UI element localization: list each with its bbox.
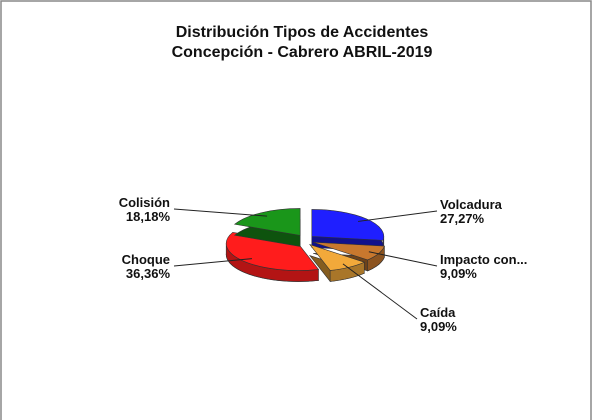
chart-subtitle: Concepción - Cabrero ABRIL-2019 bbox=[172, 44, 433, 61]
slice-top bbox=[309, 243, 366, 271]
leader-line bbox=[368, 251, 438, 267]
value-label: 9,09% bbox=[420, 319, 457, 334]
category-label: Impacto con... bbox=[440, 252, 527, 267]
value-label: 36,36% bbox=[126, 266, 171, 281]
category-label: Volcadura bbox=[440, 197, 503, 212]
value-label: 9,09% bbox=[440, 266, 477, 281]
slice bbox=[233, 208, 301, 247]
slice-top bbox=[225, 232, 320, 271]
leader-line bbox=[342, 263, 418, 320]
leader-line bbox=[357, 210, 438, 222]
slice bbox=[225, 232, 320, 282]
slice-top bbox=[233, 208, 301, 236]
chart-title: Distribución Tipos de Accidentes bbox=[176, 24, 429, 41]
category-label: Choque bbox=[122, 252, 170, 267]
value-label: 27,27% bbox=[440, 211, 485, 226]
leader-line bbox=[173, 258, 252, 267]
leader-line bbox=[173, 208, 268, 217]
slice-top bbox=[311, 209, 385, 241]
category-label: Caída bbox=[420, 305, 456, 320]
category-label: Colisión bbox=[119, 195, 170, 210]
slice bbox=[309, 243, 366, 282]
value-label: 18,18% bbox=[126, 209, 171, 224]
